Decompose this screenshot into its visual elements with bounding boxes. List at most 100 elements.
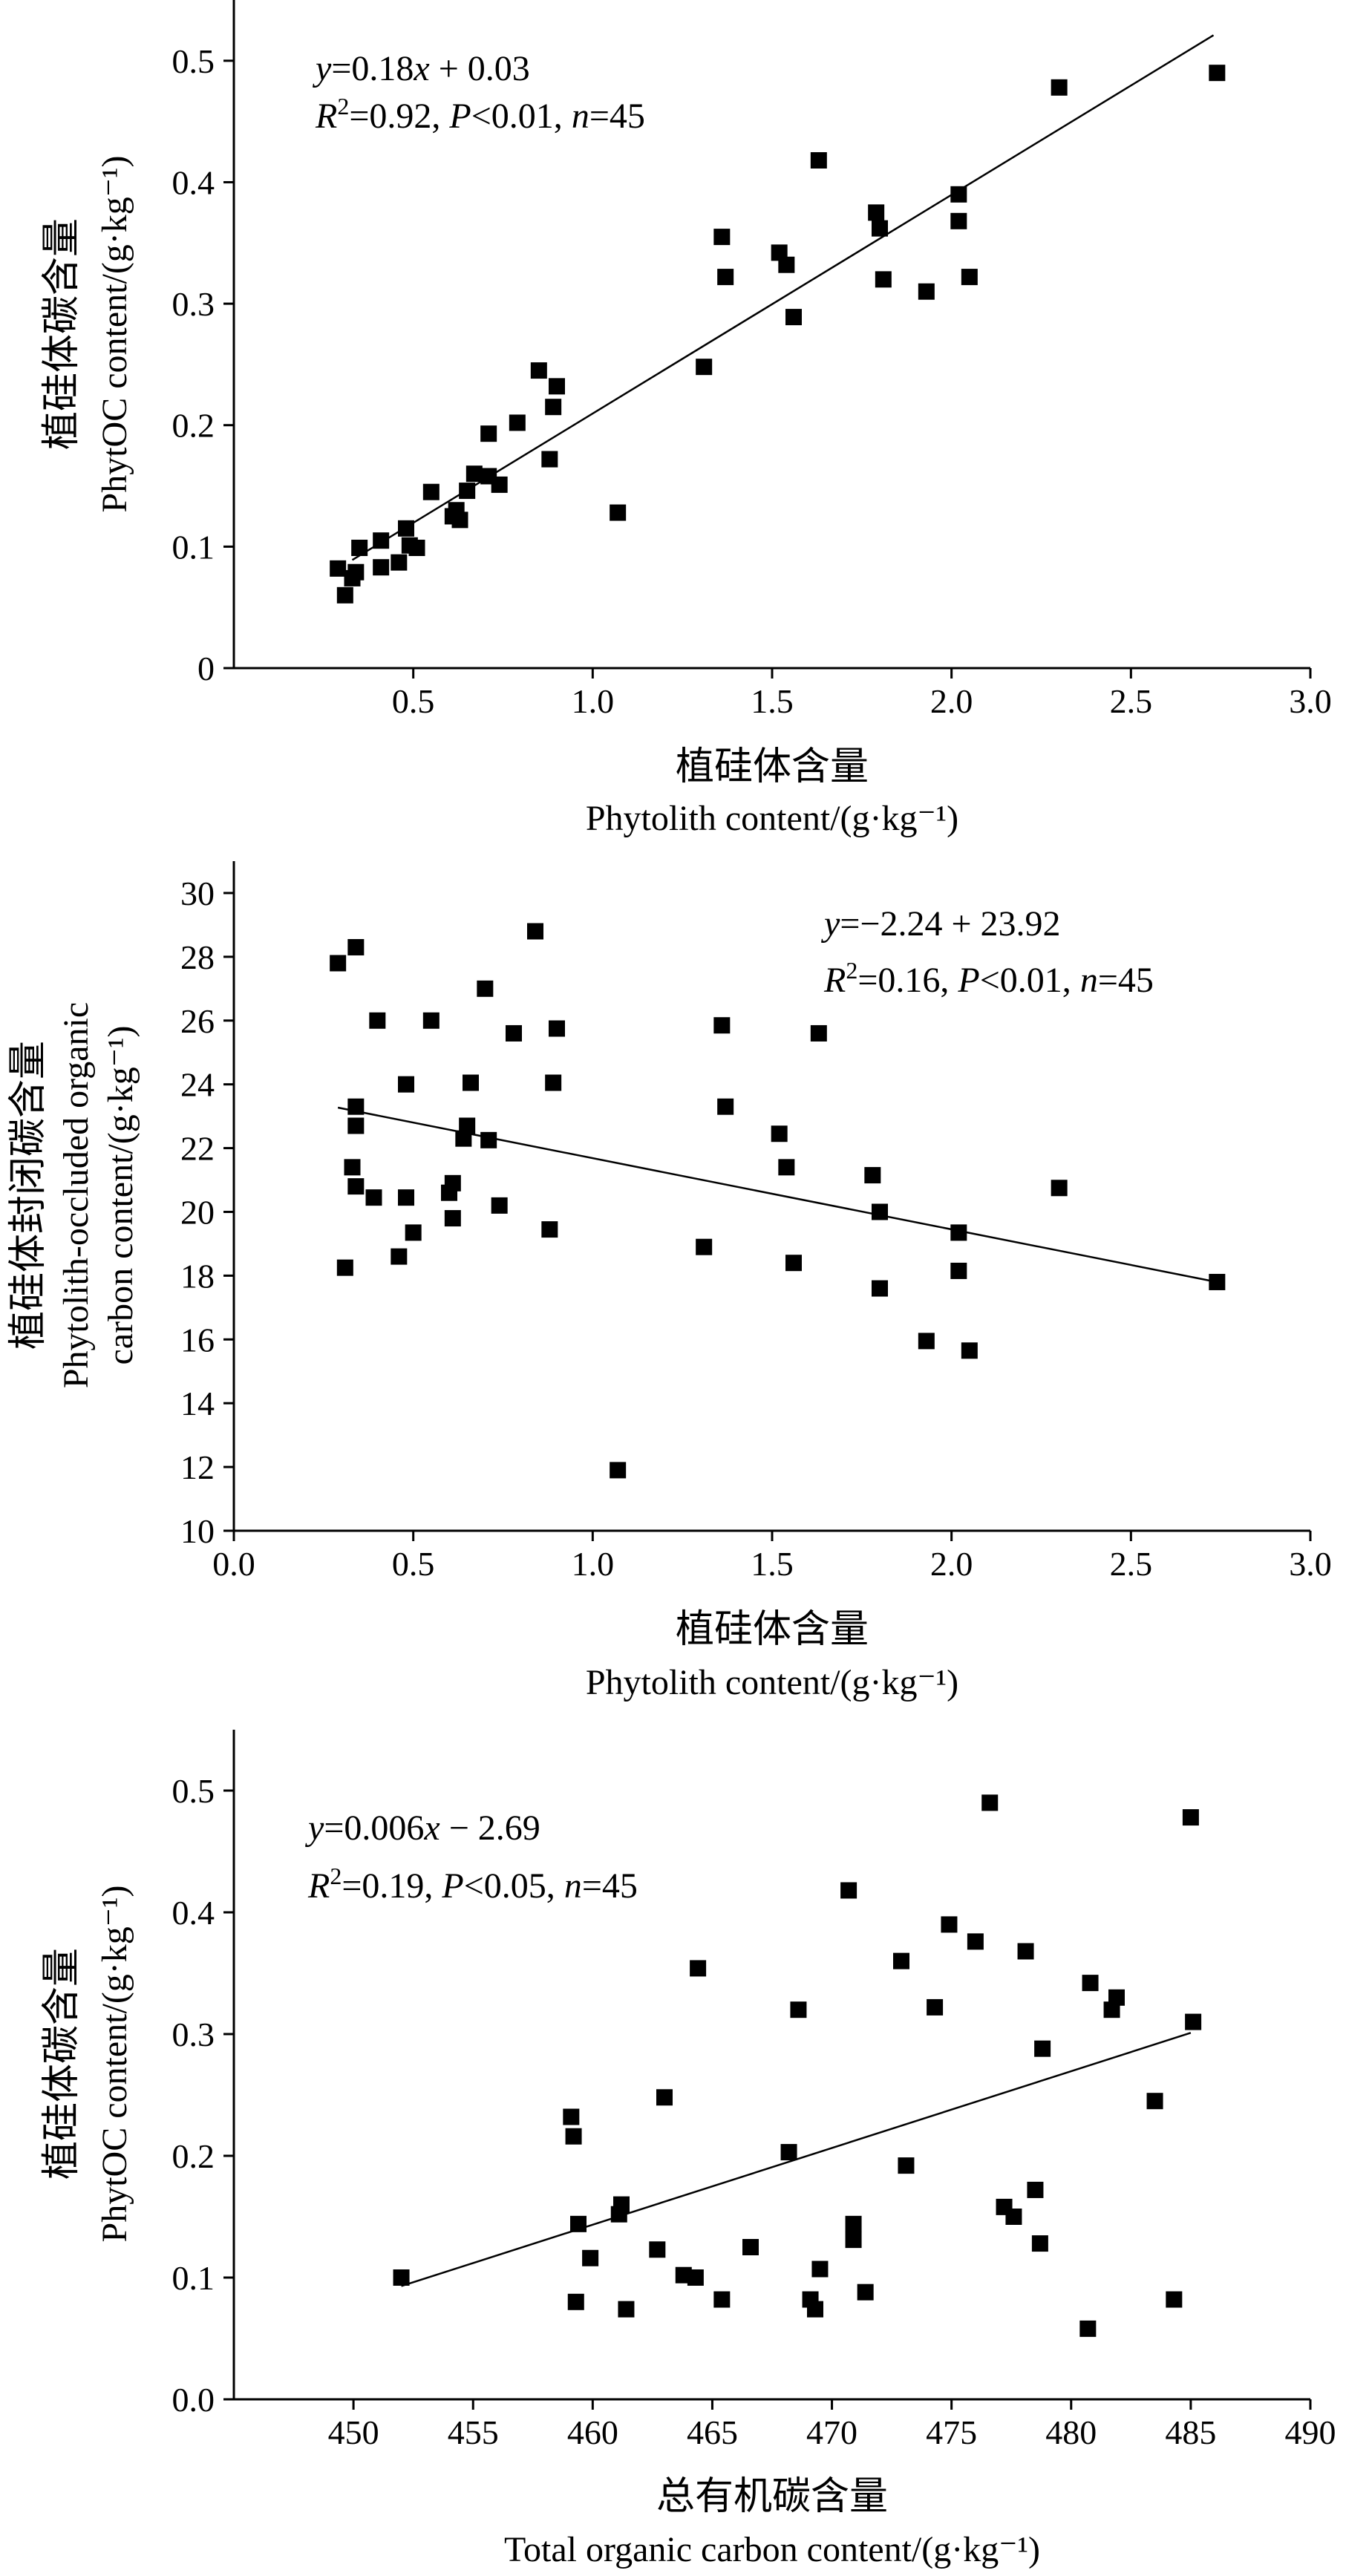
data-point (463, 1074, 479, 1091)
data-point (398, 520, 414, 537)
data-point (845, 2215, 862, 2232)
data-point (527, 923, 543, 940)
data-point (545, 1074, 562, 1091)
x-tick-label: 470 (806, 2413, 857, 2451)
data-point (872, 1280, 888, 1297)
y-tick-label: 0.1 (172, 2259, 215, 2297)
data-point (444, 1174, 461, 1191)
data-point (927, 1998, 944, 2016)
x-tick-label: 450 (328, 2413, 379, 2451)
data-point (330, 955, 347, 972)
x-tick-label: 475 (926, 2413, 977, 2451)
y-axis-title-cn: 植硅体碳含量 (39, 1948, 84, 2180)
data-point (918, 1333, 935, 1350)
data-point (1166, 2291, 1183, 2308)
y-tick-label: 0.5 (172, 42, 215, 80)
data-point (696, 1238, 713, 1255)
data-point (451, 511, 468, 529)
data-point (811, 2260, 829, 2278)
data-point (941, 1916, 958, 1933)
data-point (373, 559, 390, 576)
y-tick-label: 0.3 (172, 285, 215, 323)
panel-phytoc-vs-toc: 0.0 0.1 0.2 0.3 0.4 0.5 450 455 460 465 470 475 480 4… (39, 1730, 1336, 2569)
data-point (961, 1342, 978, 1359)
data-point (1209, 65, 1226, 82)
x-tick-label: 490 (1285, 2413, 1336, 2451)
data-point (713, 1017, 731, 1034)
data-point (563, 2108, 580, 2125)
y-tick-label: 22 (180, 1130, 215, 1168)
data-point (1079, 2320, 1097, 2337)
y-tick-label: 18 (180, 1257, 215, 1295)
data-point (790, 2001, 807, 2018)
panel-phytoc-vs-phytolith: 0 0.1 0.2 0.3 0.4 0.5 0.5 1.0 1.5 2.0 2.5 3.0 y=0.1… (39, 0, 1332, 838)
x-tick-label: 1.5 (751, 1545, 794, 1583)
data-point (373, 532, 390, 549)
data-point (455, 1130, 472, 1147)
x-tick-label: 2.0 (930, 682, 973, 720)
data-point (696, 359, 713, 376)
data-point (857, 2284, 874, 2301)
data-point (347, 1117, 365, 1134)
y-tick-label: 0 (197, 650, 215, 687)
data-point (344, 1159, 361, 1176)
data-point (950, 186, 967, 203)
data-point (893, 1952, 909, 1969)
data-point (742, 2239, 759, 2255)
y-tick-label: 0.3 (172, 2016, 215, 2053)
panel-poc-vs-phytolith: 10 12 14 16 18 20 22 24 26 28 30 0.0 0.5 1.0 1.5 2.0 2.5… (6, 861, 1332, 1702)
data-point (1051, 1180, 1068, 1197)
y-tick-label: 16 (180, 1321, 215, 1359)
y-axis-title-cn: 植硅体封闭碳含量 (6, 1041, 50, 1350)
data-point (347, 563, 365, 581)
x-axis-title-cn: 植硅体含量 (676, 1607, 869, 1652)
data-point (465, 465, 483, 483)
data-point (649, 2241, 666, 2258)
data-point (480, 425, 497, 442)
y-tick-label: 10 (180, 1512, 215, 1550)
data-point (1082, 1975, 1099, 1992)
x-axis-title-en: Phytolith content/(g·kg⁻¹) (586, 799, 958, 838)
data-point (950, 1262, 967, 1279)
data-point (422, 483, 440, 500)
x-tick-label: 480 (1045, 2413, 1097, 2451)
data-point (618, 2301, 635, 2318)
data-point (780, 2144, 797, 2161)
data-point (1146, 2093, 1163, 2110)
data-point (807, 2301, 823, 2318)
y-tick-label: 0.0 (172, 2381, 215, 2419)
data-point (713, 2291, 731, 2308)
data-point (610, 504, 627, 521)
data-point (549, 378, 565, 395)
data-point (347, 1098, 365, 1115)
x-tick-label: 1.0 (572, 682, 615, 720)
data-point (717, 1098, 734, 1115)
data-point (477, 980, 494, 997)
y-tick-label: 0.5 (172, 1772, 215, 1810)
data-point (444, 1210, 461, 1227)
data-point (541, 451, 558, 468)
data-point (393, 2269, 410, 2286)
regression-stats: R2=0.16, P<0.01, n=45 (823, 957, 1154, 1000)
y-tick-label: 0.4 (172, 163, 215, 201)
x-axis-title-en: Phytolith content/(g·kg⁻¹) (586, 1663, 958, 1702)
data-point (398, 1076, 414, 1093)
data-point (408, 540, 425, 556)
y-axis-title-en: PhytOC content/(g·kg⁻¹) (95, 1885, 134, 2242)
data-point (365, 1189, 382, 1206)
regression-stats: R2=0.92, P<0.01, n=45 (315, 93, 645, 136)
data-point (509, 414, 526, 431)
data-point (1027, 2181, 1044, 2198)
x-tick-label: 1.0 (572, 1545, 615, 1583)
y-tick-label: 0.4 (172, 1894, 215, 1932)
x-axis-title-cn: 植硅体含量 (676, 745, 869, 789)
x-tick-label: 1.5 (751, 682, 794, 720)
data-point (459, 483, 476, 500)
x-tick-label: 3.0 (1289, 682, 1332, 720)
data-point (336, 586, 353, 604)
data-point (506, 1024, 522, 1042)
data-point (491, 476, 508, 493)
x-axis-title-cn: 总有机碳含量 (656, 2474, 888, 2519)
data-point (785, 1255, 802, 1272)
y-tick-label: 14 (180, 1385, 215, 1422)
